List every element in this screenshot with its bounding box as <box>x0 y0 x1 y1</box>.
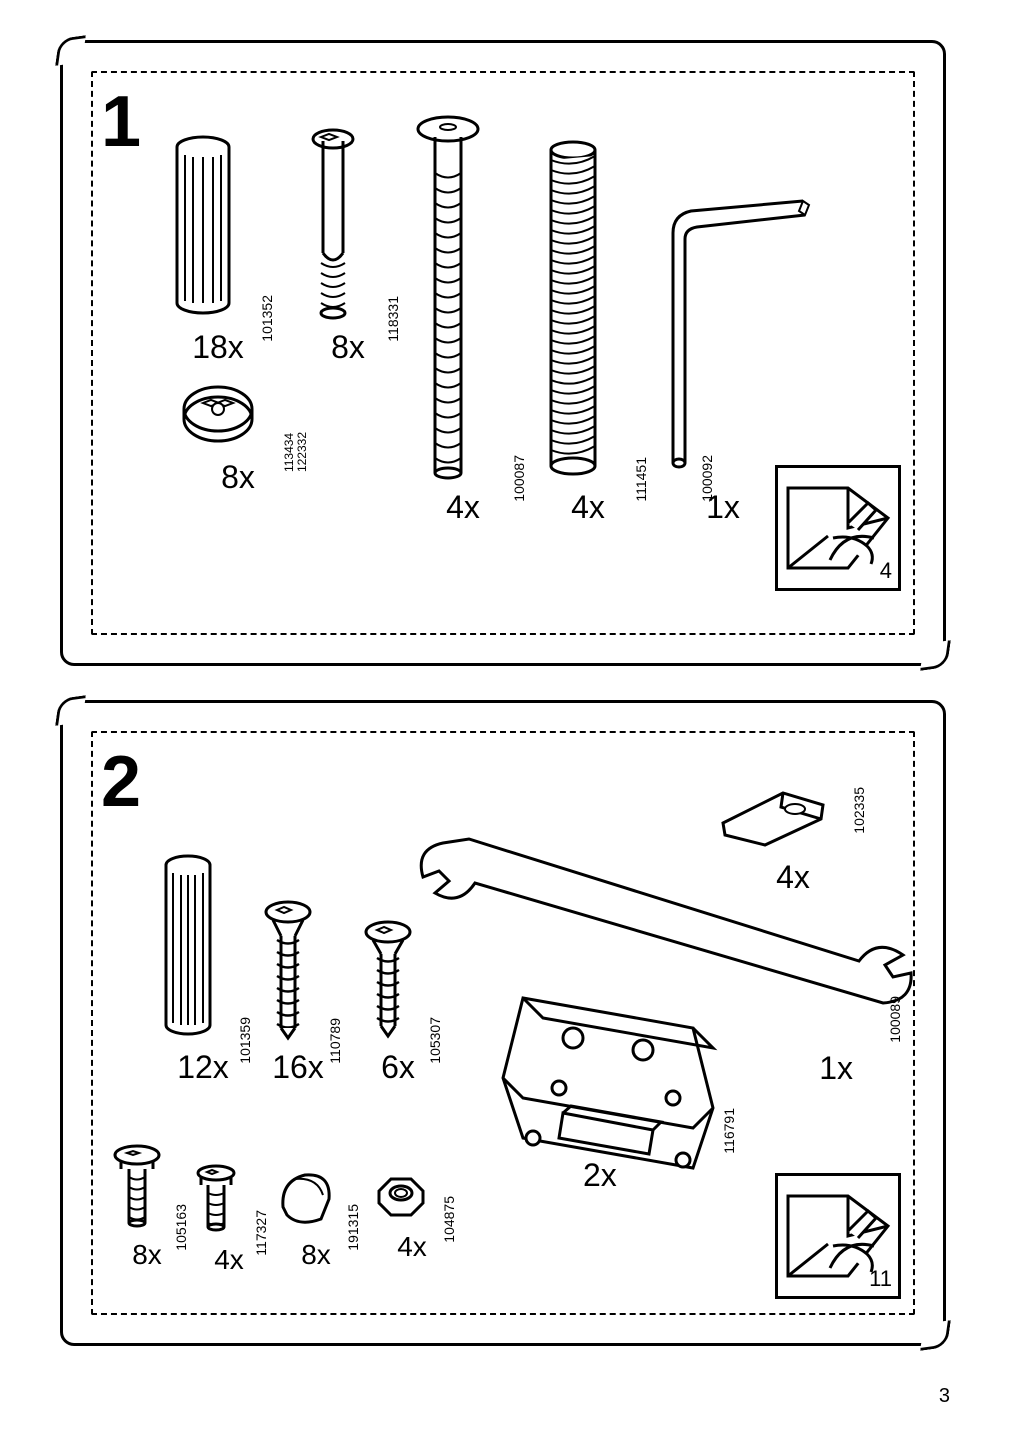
part-code: 113434 122332 <box>283 432 309 472</box>
page: 1 101352 18x 118331 <box>0 0 1012 1432</box>
part-qty: 18x <box>163 329 273 366</box>
part-code: 110789 <box>327 1018 343 1064</box>
part-code: 116791 <box>721 1108 737 1154</box>
part-cam-lock: 113434 122332 8x <box>173 373 303 496</box>
part-code: 105163 <box>173 1204 189 1251</box>
step-number: 1 <box>101 81 141 163</box>
part-code: 101359 <box>237 1017 253 1064</box>
page-number: 3 <box>939 1385 950 1408</box>
reference-box: 11 <box>775 1173 901 1299</box>
part-dowel: 101352 18x <box>163 133 273 366</box>
part-threaded-rod: 111451 4x <box>533 138 643 526</box>
reference-page: 4 <box>880 558 892 584</box>
part-screw-medium: 110789 16x <box>253 898 343 1086</box>
part-code: 101352 <box>259 295 275 342</box>
part-shoulder-bolt: 117327 4x <box>189 1163 269 1276</box>
part-nut: 104875 4x <box>367 1165 457 1263</box>
part-code: 100089 <box>887 996 903 1043</box>
reference-page: 11 <box>869 1266 892 1292</box>
reference-box: 4 <box>775 465 901 591</box>
part-qty: 1x <box>819 1050 853 1087</box>
part-cap: 191315 8x <box>271 1163 361 1271</box>
part-machine-screw: 105163 8x <box>107 1143 187 1271</box>
part-dowel: 101359 12x <box>153 853 253 1086</box>
part-code: 100087 <box>511 455 527 502</box>
step-number: 2 <box>101 741 141 823</box>
part-code: 117327 <box>253 1210 269 1256</box>
part-code: 104875 <box>441 1196 457 1243</box>
part-qty: 2x <box>583 1157 617 1194</box>
part-bracket: 116791 2x <box>463 938 743 1188</box>
part-code: 191315 <box>345 1204 361 1251</box>
part-qty: 4x <box>403 489 523 526</box>
bag-panel-1: 1 101352 18x 118331 <box>60 40 946 666</box>
part-cam-bolt: 118331 8x <box>293 123 403 366</box>
part-code: 100092 <box>699 455 715 502</box>
part-code: 118331 <box>385 296 401 342</box>
part-long-bolt: 100087 4x <box>403 113 523 526</box>
bag-panel-2: 2 101359 12x 110789 <box>60 700 946 1346</box>
